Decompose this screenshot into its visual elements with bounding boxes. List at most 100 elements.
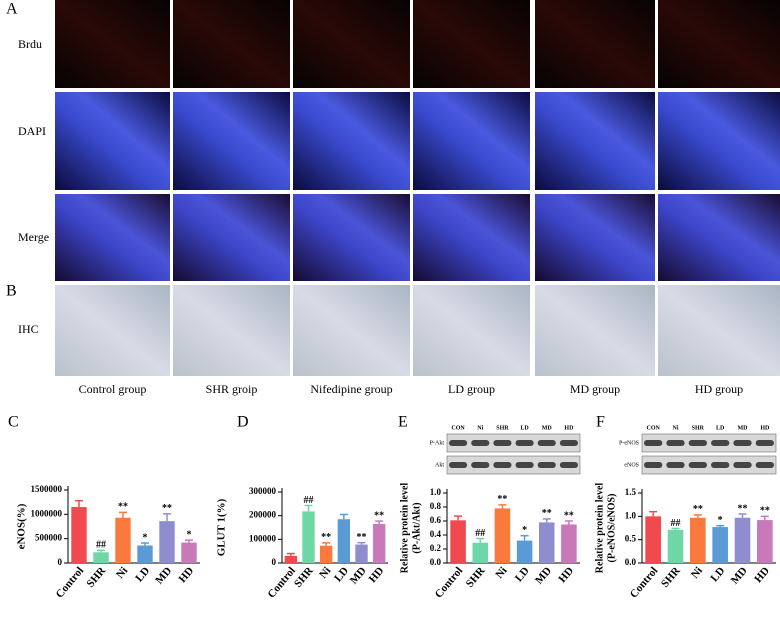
panel-letter: A bbox=[6, 1, 18, 18]
bar bbox=[690, 517, 706, 563]
bar bbox=[337, 519, 351, 563]
bar bbox=[302, 511, 315, 563]
significance-label: ** bbox=[118, 502, 128, 513]
blot-band bbox=[755, 440, 774, 446]
row-label: Brdu bbox=[18, 37, 42, 51]
significance-label: ** bbox=[693, 504, 703, 515]
bar bbox=[734, 517, 751, 563]
y-axis-title: Relative protein level bbox=[399, 483, 410, 574]
bar bbox=[355, 544, 368, 563]
micrograph bbox=[293, 0, 410, 88]
micrograph bbox=[658, 285, 780, 376]
blot-band bbox=[644, 440, 663, 446]
blot-band bbox=[733, 462, 752, 468]
bar bbox=[284, 555, 298, 563]
blot-band bbox=[666, 462, 685, 468]
x-tick-label: Ni bbox=[317, 565, 333, 581]
micrograph bbox=[658, 92, 780, 190]
y-tick-label: 0.2 bbox=[430, 543, 442, 553]
significance-label: ** bbox=[497, 494, 507, 505]
significance-label: ** bbox=[162, 503, 172, 514]
x-tick-label: HD bbox=[176, 565, 196, 585]
micrograph bbox=[413, 285, 530, 376]
micrograph bbox=[535, 194, 655, 281]
x-tick-label: Control bbox=[54, 565, 87, 601]
x-tick-label: HD bbox=[752, 565, 772, 585]
x-tick-label: LD bbox=[708, 565, 727, 584]
micrograph bbox=[413, 92, 530, 190]
blot-row-label: eNOS bbox=[624, 462, 639, 468]
bar bbox=[472, 542, 489, 563]
micrograph bbox=[173, 0, 290, 88]
micrograph bbox=[293, 194, 410, 281]
blot-strip bbox=[641, 433, 777, 453]
bar bbox=[93, 552, 109, 563]
blot-band bbox=[711, 440, 730, 446]
blot-band bbox=[537, 462, 556, 468]
x-tick-label: MD bbox=[153, 565, 174, 587]
x-tick-label: HD bbox=[367, 565, 387, 585]
blot-band bbox=[666, 440, 685, 446]
y-axis-title: eNOS(%) bbox=[16, 503, 28, 549]
blot-row-label: P-eNOS bbox=[619, 440, 639, 446]
blot-lane-label: MD bbox=[738, 425, 749, 431]
x-tick-label: LD bbox=[513, 565, 532, 584]
significance-label: ## bbox=[475, 528, 485, 539]
x-tick-label: Ni bbox=[493, 565, 509, 581]
significance-label: ** bbox=[374, 510, 384, 521]
column-label: Nifedipine group bbox=[310, 382, 392, 396]
panel-letter: D bbox=[237, 414, 249, 431]
blot-lane-label: SHR bbox=[496, 425, 509, 431]
blot-band bbox=[493, 440, 512, 446]
blot-band bbox=[644, 462, 663, 468]
micrograph bbox=[293, 285, 410, 376]
y-tick-label: 100000 bbox=[249, 533, 277, 543]
panel-letter: B bbox=[6, 283, 17, 300]
y-tick-label: 1500000 bbox=[31, 484, 63, 494]
significance-label: * bbox=[718, 515, 723, 526]
bar bbox=[494, 508, 511, 563]
column-label: LD group bbox=[448, 382, 495, 396]
bar bbox=[561, 524, 577, 563]
bar bbox=[516, 540, 533, 563]
y-tick-label: 500000 bbox=[35, 533, 63, 543]
micrograph bbox=[535, 92, 655, 190]
significance-label: ## bbox=[96, 540, 106, 551]
y-axis-title: (P-eNOS/eNOS) bbox=[606, 494, 617, 563]
blot-band bbox=[559, 462, 578, 468]
blot-strip bbox=[641, 455, 777, 475]
blot-lane-label: Ni bbox=[477, 425, 483, 431]
x-tick-label: SHR bbox=[464, 564, 488, 590]
micrograph bbox=[413, 0, 530, 88]
bar bbox=[757, 520, 773, 563]
significance-label: * bbox=[143, 532, 148, 543]
column-label: Control group bbox=[79, 382, 147, 396]
micrograph bbox=[658, 194, 780, 281]
blot-band bbox=[711, 462, 730, 468]
bar bbox=[115, 517, 131, 563]
bar bbox=[181, 542, 197, 563]
micrograph bbox=[55, 285, 170, 376]
blot-row-label: Akt bbox=[435, 462, 444, 468]
blot-lane-label: LD bbox=[520, 425, 529, 431]
blot-band bbox=[449, 440, 468, 446]
column-label: MD group bbox=[570, 382, 620, 396]
bar bbox=[319, 545, 333, 563]
micrograph bbox=[173, 285, 290, 376]
blot-band bbox=[537, 440, 556, 446]
significance-label: ** bbox=[542, 508, 552, 519]
micrograph bbox=[535, 285, 655, 376]
micrograph bbox=[293, 92, 410, 190]
blot-band bbox=[471, 440, 490, 446]
x-tick-label: SHR bbox=[292, 564, 316, 590]
micrograph bbox=[55, 194, 170, 281]
y-tick-label: 0.6 bbox=[430, 515, 442, 525]
bar bbox=[71, 507, 87, 563]
y-axis-title: Relative protein level bbox=[594, 483, 605, 574]
x-tick-label: Control bbox=[433, 565, 466, 601]
micrograph bbox=[413, 194, 530, 281]
x-tick-label: HD bbox=[556, 565, 576, 585]
blot-band bbox=[688, 462, 707, 468]
blot-lane-label: SHR bbox=[692, 425, 705, 431]
x-tick-label: MD bbox=[729, 565, 750, 587]
